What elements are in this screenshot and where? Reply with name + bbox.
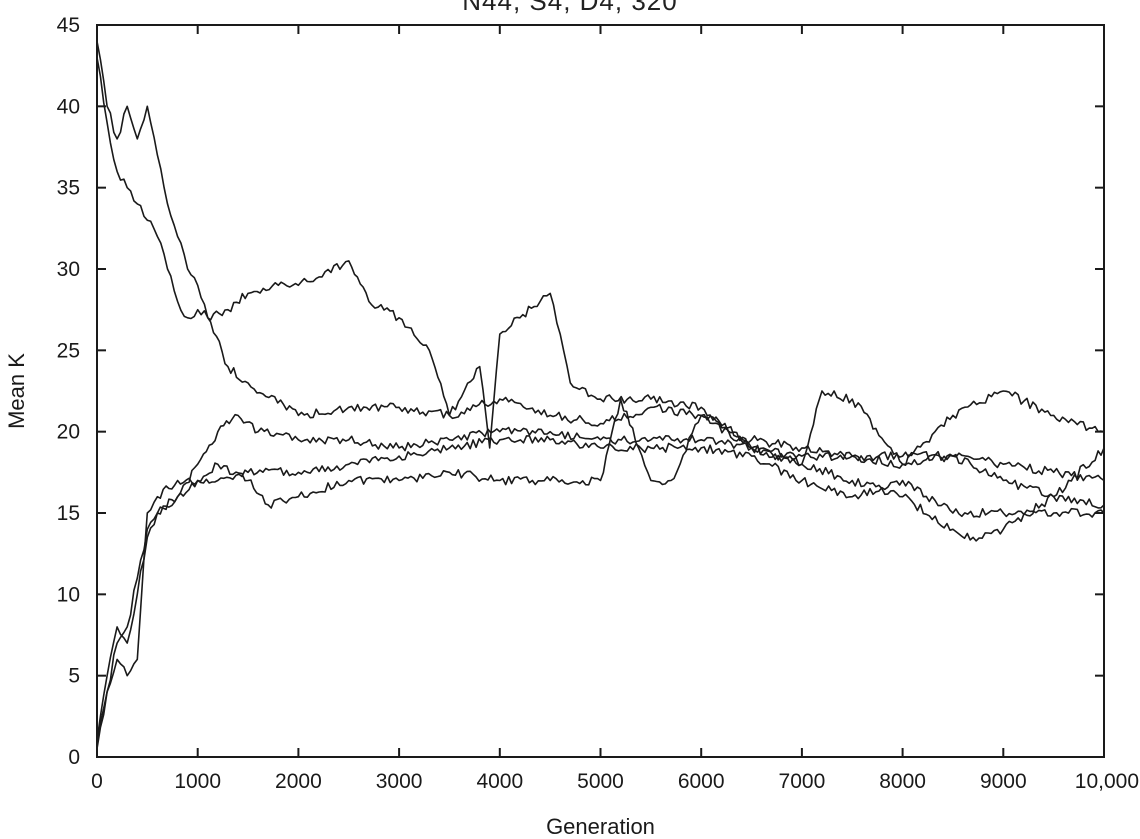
series-line-4 xyxy=(96,435,1105,750)
tick-layer: 0 1000 2000 3000 4000 5000 6000 7000 8000 9000 10,… xyxy=(57,14,1139,793)
x-tick-label: 9000 xyxy=(980,770,1027,793)
y-tick-label: 30 xyxy=(57,258,80,281)
x-tick-label: 1000 xyxy=(174,770,221,793)
x-tick-label: 5000 xyxy=(577,770,624,793)
y-tick-label: 15 xyxy=(57,502,80,525)
y-tick-label: 10 xyxy=(57,583,80,606)
x-tick-label: 4000 xyxy=(476,770,523,793)
x-tick-label: 8000 xyxy=(879,770,926,793)
x-tick-label: 2000 xyxy=(275,770,322,793)
chart-title: N44, S4, D4, 320 xyxy=(462,0,678,16)
x-tick-label: 7000 xyxy=(779,770,826,793)
x-tick-label: 0 xyxy=(91,770,103,793)
y-tick-label: 0 xyxy=(68,746,80,769)
series-line-3 xyxy=(96,413,1105,741)
x-tick-label: 6000 xyxy=(678,770,725,793)
series-line-5 xyxy=(96,398,1105,741)
y-tick-label: 40 xyxy=(57,95,80,118)
y-tick-label: 35 xyxy=(57,177,80,200)
y-tick-label: 5 xyxy=(68,665,80,688)
plot-frame xyxy=(96,24,1105,758)
series-line-1 xyxy=(96,41,1105,509)
y-tick-label: 45 xyxy=(57,14,80,37)
series-line-2 xyxy=(96,57,1105,467)
series-layer xyxy=(96,41,1105,750)
y-axis-label: Mean K xyxy=(4,353,29,429)
y-tick-label: 20 xyxy=(57,421,80,444)
x-axis-label: Generation xyxy=(546,814,655,839)
x-tick-label: 3000 xyxy=(376,770,423,793)
y-tick-label: 25 xyxy=(57,339,80,362)
x-tick-label: 10,000 xyxy=(1075,770,1139,793)
